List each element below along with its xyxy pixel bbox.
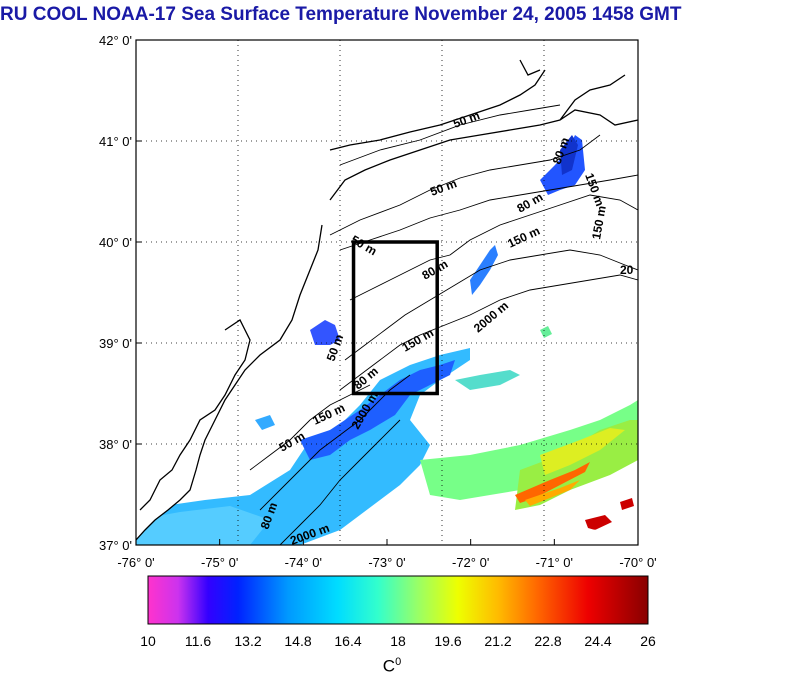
study-box [351, 240, 439, 396]
contour-label: 20 [620, 263, 634, 277]
lat-tick-label: 41° 0' [99, 134, 132, 149]
lon-tick-label: -72° 0' [452, 555, 489, 570]
lon-tick-label: -70° 0' [619, 555, 656, 570]
colorbar [147, 575, 649, 625]
lon-tick-label: -75° 0' [201, 555, 238, 570]
lon-tick-label: -73° 0' [368, 555, 405, 570]
lat-tick-label: 37° 0' [99, 538, 132, 553]
bathymetry-contours [249, 104, 638, 545]
lon-tick-label: -74° 0' [285, 555, 322, 570]
contour-label: 150 m [589, 205, 609, 241]
lat-tick-label: 39° 0' [99, 336, 132, 351]
colorbar-unit: C0 [382, 656, 402, 676]
land-mass [136, 40, 638, 540]
latitude-ticks: 37° 0' 38° 0' 39° 0' 40° 0' 41° 0' 42° 0' [99, 33, 142, 553]
lat-tick-label: 42° 0' [99, 33, 132, 48]
coastline [136, 59, 638, 541]
map-title: RU COOL NOAA-17 Sea Surface Temperature … [0, 4, 682, 25]
lat-tick-label: 40° 0' [99, 235, 132, 250]
sst-data-layer [136, 135, 638, 545]
lat-tick-label: 38° 0' [99, 437, 132, 452]
longitude-ticks: -76° 0' -75° 0' -74° 0' -73° 0' -72° 0' -71° … [117, 539, 657, 570]
lon-tick-label: -76° 0' [117, 555, 154, 570]
lon-tick-label: -71° 0' [536, 555, 573, 570]
